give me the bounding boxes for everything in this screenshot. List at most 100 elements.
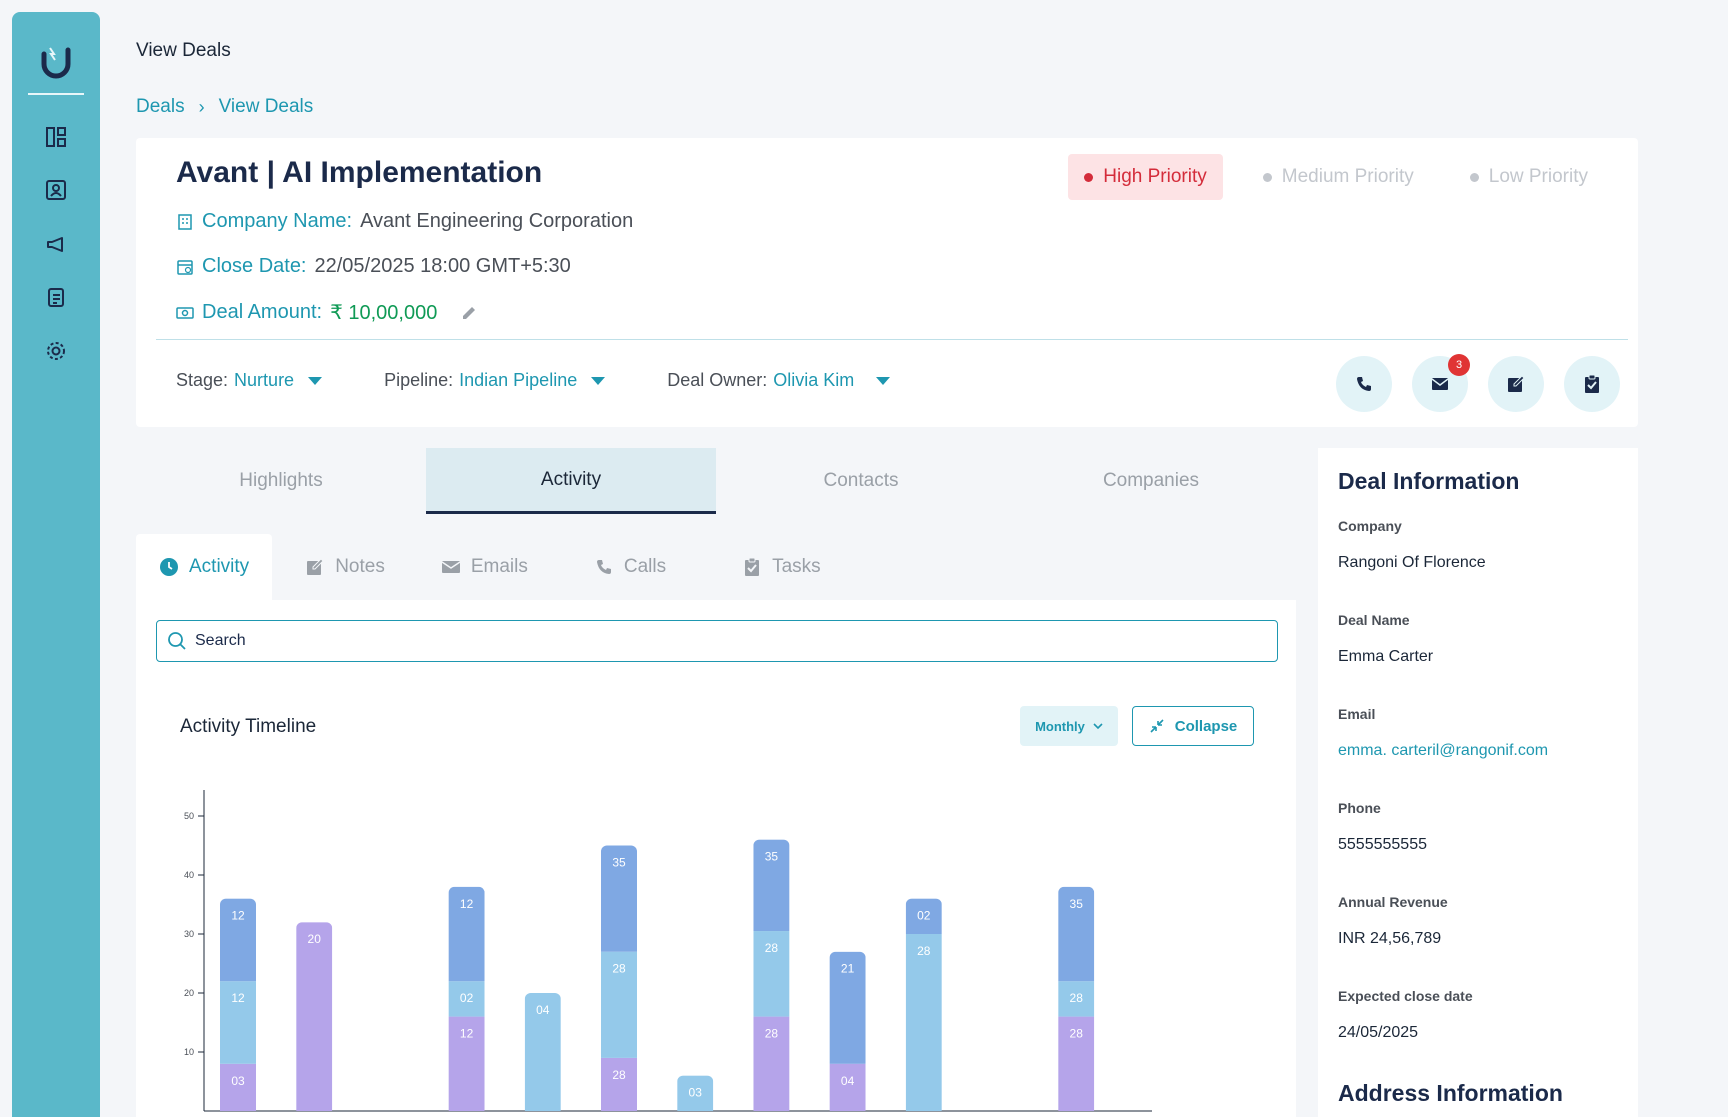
subtab-emails[interactable]: Emails: [418, 534, 551, 600]
priority-high[interactable]: High Priority: [1068, 154, 1223, 200]
bar-segment-blue: [448, 886, 485, 982]
priority-low-label: Low Priority: [1488, 166, 1588, 187]
logo-icon: [41, 47, 71, 79]
bar-segment-light: [905, 934, 942, 1111]
bar-data-label: 12: [460, 1027, 474, 1041]
bar-segment-purple: [448, 1016, 485, 1111]
tab-highlights[interactable]: Highlights: [239, 470, 323, 491]
breadcrumb-deals-link[interactable]: Deals: [136, 96, 185, 117]
bar-data-label: 12: [460, 897, 474, 911]
breadcrumb-current[interactable]: View Deals: [218, 96, 314, 117]
bar-segment-light: [677, 1075, 714, 1111]
deal-amount-value: ₹ 10,00,000: [330, 302, 438, 324]
priority-low[interactable]: Low Priority: [1454, 154, 1604, 200]
clipboard-check-icon: [745, 557, 760, 576]
breadcrumb: Deals › View Deals: [136, 96, 313, 118]
pipeline-dropdown[interactable]: Pipeline: Indian Pipeline: [384, 370, 606, 391]
subtab-notes[interactable]: Notes: [282, 534, 408, 600]
task-button[interactable]: [1564, 356, 1620, 412]
deal-info-panel: Deal Information Company Rangoni Of Flor…: [1318, 448, 1638, 1117]
bar-data-label: 03: [689, 1086, 703, 1100]
annual-revenue-value: INR 24,56,789: [1338, 930, 1442, 947]
pipeline-value: Indian Pipeline: [459, 370, 578, 390]
activity-timeline-chart: 10 20 30 40 50 03 12 12 20 12 02 12 04 28 28 35 03 28 28 35…: [184, 790, 1152, 1112]
deal-owner-value: Olivia Kim: [773, 370, 855, 390]
field-label: Deal Name: [1338, 612, 1410, 628]
period-label: Monthly: [1035, 718, 1085, 734]
bar-data-label: 28: [765, 941, 779, 955]
priority-dot: [1084, 172, 1094, 182]
edit-pencil-icon[interactable]: [459, 303, 479, 323]
stage-dropdown[interactable]: Stage: Nurture: [176, 370, 323, 391]
field-label: Phone: [1338, 800, 1381, 816]
activity-sub-tabs: Activity Notes Emails Calls Tasks: [136, 534, 844, 600]
chart-bar: 28 28 35: [753, 839, 790, 1111]
period-dropdown[interactable]: Monthly: [1020, 706, 1118, 746]
note-button[interactable]: [1488, 356, 1544, 412]
priority-medium[interactable]: Medium Priority: [1247, 154, 1430, 200]
chart-bar: 28 02: [905, 898, 942, 1111]
bar-segment-blue: [829, 951, 866, 1064]
search-box: [156, 620, 1278, 662]
chart-bar: 04 21: [829, 951, 866, 1111]
bar-segment-purple: [220, 1063, 256, 1111]
chart-bar: 03: [677, 1075, 714, 1111]
main-tabs: Highlights Activity Contacts Companies: [136, 448, 1296, 514]
app-logo[interactable]: [12, 34, 100, 90]
bar-segment-light: [601, 951, 637, 1058]
chevron-down-icon: [1093, 723, 1103, 730]
collapse-icon: [1150, 719, 1164, 733]
campaigns-nav-icon[interactable]: [39, 227, 73, 261]
subtab-tasks[interactable]: Tasks: [719, 534, 844, 600]
priority-high-label: High Priority: [1103, 166, 1207, 187]
tab-contacts[interactable]: Contacts: [823, 470, 899, 491]
collapse-button[interactable]: Collapse: [1132, 706, 1254, 746]
contacts-nav-icon[interactable]: [39, 173, 73, 207]
tab-activity[interactable]: Activity: [426, 448, 716, 514]
subtab-activity[interactable]: Activity: [136, 534, 273, 600]
search-icon: [168, 632, 186, 650]
chart-bar: 03 12 12: [220, 898, 256, 1111]
bar-segment-blue: [753, 839, 790, 932]
close-date-row: Close Date: 22/05/2025 18:00 GMT+5:30: [176, 255, 571, 278]
email-link[interactable]: emma. carteril@rangonif.com: [1338, 742, 1549, 759]
priority-medium-label: Medium Priority: [1281, 166, 1414, 187]
bar-segment-blue: [601, 845, 637, 952]
deal-meta-row: Stage: Nurture Pipeline: Indian Pipeline…: [176, 370, 952, 391]
phone-icon: [596, 560, 611, 574]
field-label: Company: [1338, 518, 1402, 534]
phone-icon: [1357, 377, 1371, 391]
caret-down-icon: [308, 376, 323, 385]
bar-segment-light: [448, 981, 485, 1017]
bar-data-label: 02: [460, 991, 474, 1005]
deal-owner-dropdown[interactable]: Deal Owner: Olivia Kim: [667, 370, 891, 391]
call-button[interactable]: [1336, 356, 1392, 412]
deal-title: Avant | AI Implementation: [176, 156, 543, 189]
deal-summary-card: Avant | AI Implementation Company Name: …: [136, 138, 1638, 427]
email-button[interactable]: 3: [1412, 354, 1470, 412]
bar-data-label: 35: [612, 856, 626, 870]
bar-data-label: 02: [917, 909, 931, 923]
company-row: Company Name: Avant Engineering Corporat…: [176, 210, 633, 233]
bar-segment-purple: [829, 1063, 866, 1111]
deal-amount-row: Deal Amount: ₹ 10,00,000: [176, 300, 479, 325]
bar-segment-blue: [1058, 886, 1095, 982]
close-date-label: Close Date:: [202, 255, 307, 277]
tasks-nav-icon[interactable]: [39, 280, 73, 314]
priority-dot: [1262, 172, 1272, 182]
priority-dot: [1469, 172, 1479, 182]
tab-companies[interactable]: Companies: [1102, 470, 1200, 491]
bar-segment-blue: [905, 898, 942, 934]
dashboard-nav-icon[interactable]: [39, 120, 73, 154]
activity-panel: Activity Timeline Monthly Collapse 10 20 3…: [136, 600, 1296, 1117]
subtab-calls[interactable]: Calls: [571, 534, 689, 600]
bar-data-label: 35: [765, 850, 779, 864]
bar-data-label: 20: [308, 932, 322, 946]
sidebar: [12, 12, 100, 1117]
settings-nav-icon[interactable]: [39, 334, 73, 368]
edit-note-icon: [1508, 375, 1525, 392]
search-input[interactable]: [195, 632, 1195, 650]
caret-down-icon: [876, 376, 891, 385]
subtab-emails-label: Emails: [470, 556, 528, 577]
note-icon: [307, 558, 324, 575]
